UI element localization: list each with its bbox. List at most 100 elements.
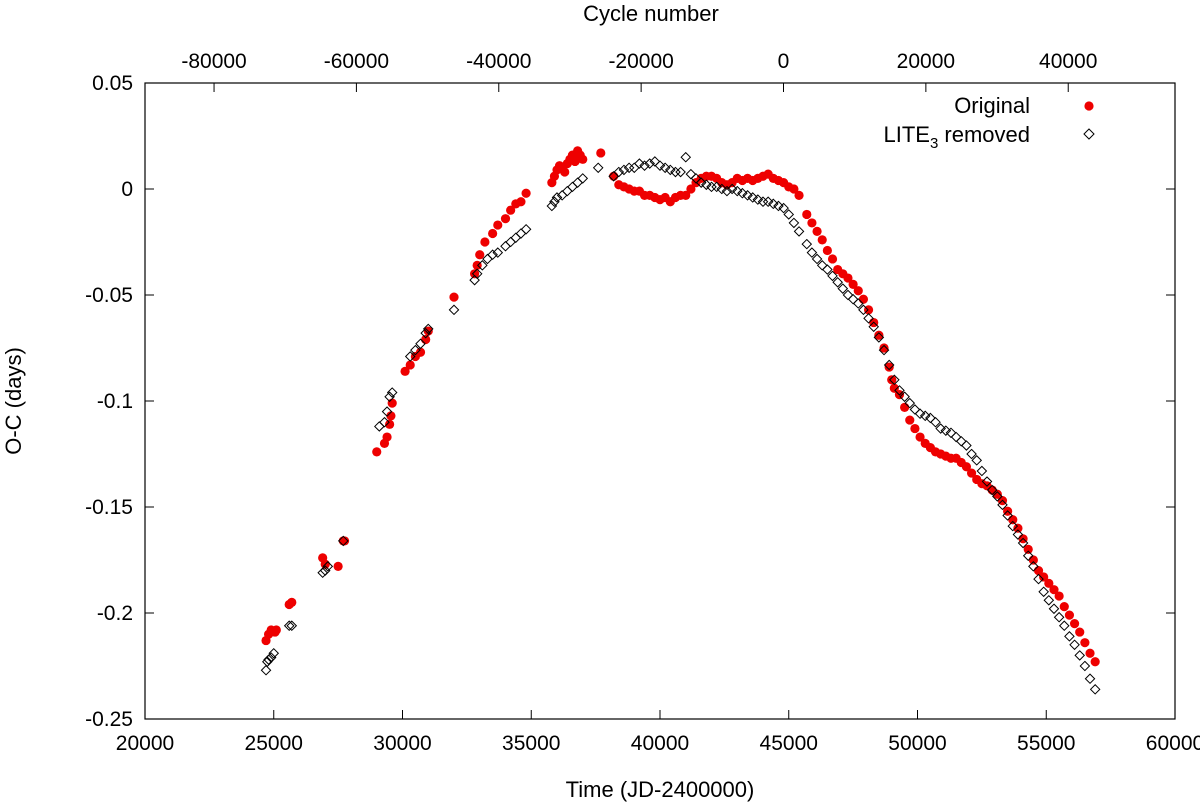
y-axis-ticks: -0.25 -0.2 -0.15 -0.1 -0.05 0 0.05 — [85, 72, 1175, 731]
original-point — [1069, 619, 1080, 629]
lite3-removed-point — [894, 385, 905, 396]
lite3-removed-point — [868, 321, 880, 333]
original-point — [966, 468, 977, 478]
lite3-removed-point — [469, 274, 480, 286]
lite3-removed-point — [567, 181, 578, 193]
original-point — [386, 411, 396, 421]
legend-label-original: Original — [954, 93, 1030, 118]
lite3-removed-point — [510, 232, 522, 244]
original-point — [488, 228, 498, 239]
x-tick-label: 40000 — [631, 732, 689, 755]
y-tick-label: -0.25 — [85, 708, 133, 731]
lite3-removed-point — [919, 410, 931, 422]
lite3-removed-point — [551, 192, 563, 203]
lite3-removed-point — [961, 440, 972, 451]
lite3-removed-point — [664, 164, 676, 176]
lite3-removed-point — [685, 168, 697, 180]
x-tick-label: 60000 — [1146, 732, 1200, 755]
lite3-removed-point — [1089, 684, 1101, 695]
lite3-removed-point — [793, 226, 805, 237]
lite3-removed-point — [767, 198, 779, 210]
original-point — [812, 226, 822, 236]
lite3-removed-point — [788, 217, 800, 229]
original-point — [961, 462, 972, 472]
lite3-removed-point — [731, 185, 743, 197]
lite3-removed-point — [1022, 550, 1034, 562]
lite3-removed-point — [1028, 561, 1039, 572]
series-lite3-removed — [260, 151, 1101, 695]
lite3-removed-point — [561, 185, 573, 197]
lite3-removed-point — [981, 476, 993, 487]
original-point — [853, 286, 863, 296]
lite3-removed-point — [1043, 594, 1055, 606]
original-point — [405, 360, 415, 370]
y-tick-label: -0.2 — [97, 602, 133, 625]
lite3-removed-point — [515, 228, 527, 239]
x-tick-label: 30000 — [373, 732, 431, 755]
original-point — [822, 245, 832, 256]
original-point — [449, 292, 459, 302]
lite3-removed-point — [904, 397, 916, 409]
lite3-removed-point — [827, 270, 838, 282]
lite3-removed-point — [283, 620, 295, 632]
lite3-removed-point — [752, 194, 764, 205]
lite3-removed-point — [935, 423, 946, 434]
lite3-removed-point — [716, 183, 728, 195]
x-tick-label: 35000 — [502, 732, 560, 755]
legend-label-lite3-main: LITE — [883, 122, 929, 147]
lite3-removed-point — [487, 249, 498, 261]
plot-frame — [144, 82, 1176, 720]
lite3-removed-point — [950, 431, 962, 443]
top-tick-label: 0 — [778, 50, 790, 73]
top-tick-label: 20000 — [897, 50, 955, 73]
lite3-removed-point — [670, 166, 681, 178]
x-tick-label: 50000 — [888, 732, 946, 755]
lite3-removed-point — [742, 190, 753, 201]
lite3-removed-point — [842, 289, 854, 301]
original-point — [287, 597, 297, 608]
lite3-removed-point — [1012, 529, 1024, 540]
lite3-removed-point — [1017, 537, 1029, 549]
top-tick-label: 40000 — [1039, 50, 1097, 73]
lite3-removed-point — [420, 327, 431, 339]
original-point — [609, 171, 619, 181]
lite3-removed-point — [889, 374, 900, 386]
lite3-removed-point — [623, 162, 635, 174]
lite3-removed-point — [852, 298, 864, 309]
lite3-removed-point — [706, 181, 717, 193]
original-point — [1008, 515, 1018, 525]
lite3-removed-point — [1048, 603, 1060, 615]
original-point — [843, 273, 853, 283]
lite3-removed-point — [1084, 673, 1096, 685]
original-point — [681, 190, 691, 200]
lite3-removed-point — [572, 177, 583, 188]
original-point — [905, 415, 915, 425]
original-point — [874, 330, 884, 340]
original-point — [385, 419, 395, 429]
top-tick-label: -80000 — [181, 50, 246, 73]
lite3-removed-point — [577, 173, 589, 184]
x-axis-title: Time (JD-2400000) — [566, 777, 755, 802]
lite3-removed-point — [520, 223, 532, 235]
original-point — [817, 235, 827, 245]
lite3-removed-point — [1064, 631, 1075, 642]
lite3-removed-point — [832, 276, 843, 288]
original-point — [802, 209, 812, 220]
original-point — [827, 254, 838, 264]
lite3-removed-point — [381, 406, 393, 417]
original-point — [506, 205, 516, 215]
lite3-removed-point — [909, 404, 921, 415]
top-tick-label: -40000 — [466, 50, 531, 73]
lite3-removed-point — [1053, 611, 1065, 623]
lite3-removed-point — [695, 177, 707, 188]
original-point — [400, 366, 410, 376]
lite3-removed-point — [422, 323, 434, 335]
series-original — [261, 146, 1100, 667]
lite3-removed-point — [319, 565, 331, 576]
lite3-removed-point — [374, 421, 385, 432]
lite3-removed-point — [546, 200, 558, 212]
original-point — [910, 423, 920, 434]
original-point — [887, 375, 897, 385]
lite3-removed-point — [634, 158, 645, 169]
